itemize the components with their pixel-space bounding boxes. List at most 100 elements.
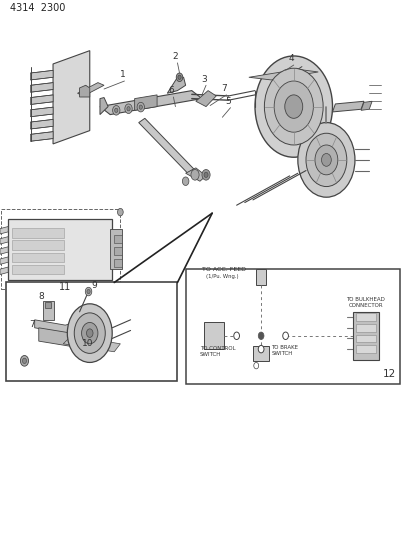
Polygon shape [0,267,8,274]
Text: TO ACC. FEED: TO ACC. FEED [202,267,246,272]
Polygon shape [0,237,8,244]
Bar [114,259,122,266]
Circle shape [182,177,189,185]
Polygon shape [63,336,120,352]
Bar [114,235,122,243]
Circle shape [234,332,239,340]
Circle shape [125,104,132,114]
Circle shape [139,105,142,109]
Bar [353,312,379,360]
Polygon shape [139,118,194,173]
Text: 10: 10 [82,338,93,348]
Text: TO BRAKE
SWITCH: TO BRAKE SWITCH [271,345,298,356]
Text: 1: 1 [120,70,125,79]
Circle shape [87,289,90,294]
Text: 3: 3 [201,75,207,84]
Polygon shape [31,83,53,92]
Polygon shape [53,51,90,144]
Bar [356,324,376,332]
Circle shape [22,358,27,364]
Text: 8: 8 [38,292,44,301]
Text: (1/Pu. Wng.): (1/Pu. Wng.) [206,274,239,279]
Circle shape [322,154,331,166]
Polygon shape [78,83,104,96]
Circle shape [137,102,144,112]
Bar [6,282,177,381]
Circle shape [306,133,347,187]
Circle shape [113,106,120,115]
Polygon shape [0,247,8,254]
Circle shape [202,169,210,180]
Circle shape [20,356,29,366]
Circle shape [204,172,208,177]
Polygon shape [31,70,53,80]
Circle shape [258,332,264,340]
Text: TO CONTROL
SWITCH: TO CONTROL SWITCH [200,346,235,357]
Circle shape [82,322,98,344]
Bar [45,302,51,308]
Text: 7: 7 [222,84,227,93]
Bar [356,345,376,353]
Polygon shape [31,132,53,141]
Polygon shape [361,101,372,110]
Bar [43,301,54,320]
Polygon shape [333,101,364,112]
Circle shape [298,123,355,197]
Circle shape [176,73,183,82]
Circle shape [74,313,105,353]
Circle shape [85,287,92,296]
Bar [186,269,400,384]
Polygon shape [31,119,53,129]
Circle shape [254,362,259,369]
Bar [12,253,64,262]
Polygon shape [35,320,75,333]
Text: 9: 9 [91,281,97,290]
Polygon shape [249,69,318,80]
Polygon shape [135,95,157,110]
Circle shape [178,75,181,79]
Circle shape [264,68,323,145]
Bar [256,269,266,285]
Circle shape [255,56,333,157]
Bar [253,346,269,361]
Circle shape [67,304,112,362]
Bar [12,228,64,238]
Text: 11: 11 [59,281,71,292]
Bar [356,335,376,342]
Circle shape [127,107,130,111]
Polygon shape [196,91,216,107]
Circle shape [86,329,93,337]
Circle shape [258,345,264,353]
Bar [12,265,64,274]
Polygon shape [100,91,202,115]
Text: 4314  2300: 4314 2300 [10,3,66,13]
Circle shape [283,332,288,340]
Circle shape [285,95,303,118]
Polygon shape [80,85,90,97]
Bar [114,247,122,255]
Circle shape [315,145,338,175]
Polygon shape [31,95,53,104]
Bar [8,219,112,280]
Bar [204,322,224,349]
Polygon shape [0,227,8,234]
Polygon shape [186,168,206,181]
Polygon shape [0,257,8,264]
Text: 5: 5 [226,97,231,106]
Text: 4: 4 [289,54,295,63]
Text: 12: 12 [383,369,396,379]
Circle shape [191,169,199,180]
Text: TO BULKHEAD
CONNECTOR: TO BULKHEAD CONNECTOR [346,297,386,308]
Text: 6: 6 [169,86,174,95]
Bar [110,229,122,269]
Circle shape [115,108,118,112]
Text: 7: 7 [29,320,35,329]
Bar [356,313,376,321]
Bar [1,209,120,289]
Bar [12,240,64,250]
Text: 2: 2 [173,52,178,61]
Polygon shape [167,77,186,93]
Circle shape [118,208,123,216]
Polygon shape [39,328,75,346]
Polygon shape [31,107,53,117]
